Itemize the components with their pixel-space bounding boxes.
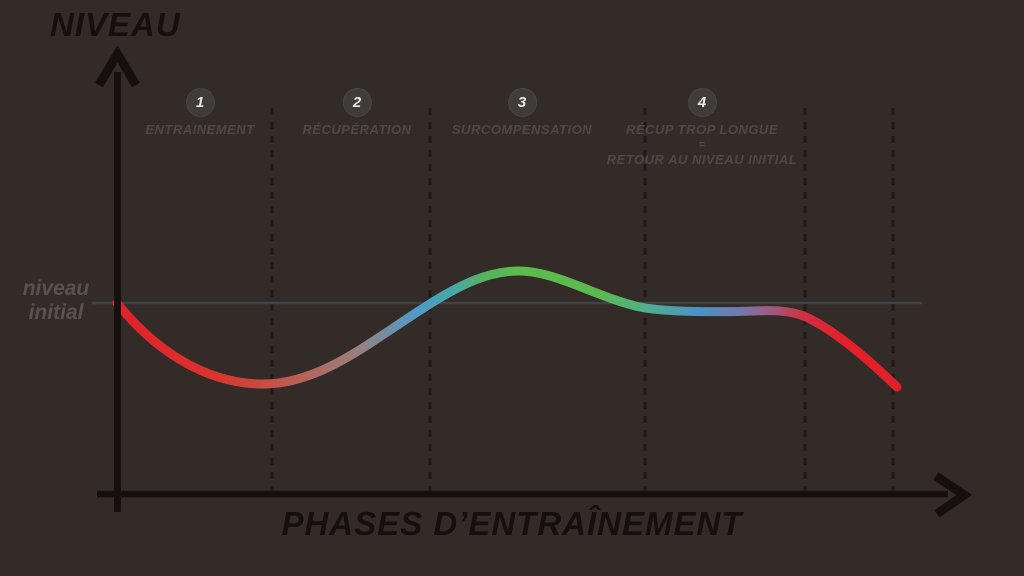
phase-2-header: 2 RÉCUPÉRATION	[237, 88, 477, 137]
initial-level-label-line1: niveau	[22, 277, 90, 300]
x-axis-arrowhead-icon	[933, 472, 972, 518]
phase-3-number-badge: 3	[507, 88, 537, 117]
phase-3-header: 3 SURCOMPENSATION	[402, 88, 642, 137]
initial-level-label-line2: initial	[28, 301, 84, 324]
phase-2-label: RÉCUPÉRATION	[302, 122, 412, 137]
phase-4-label: RÉCUP TROP LONGUE	[626, 122, 778, 137]
phase-3-label: SURCOMPENSATION	[451, 122, 593, 137]
initial-level-label: niveau initial	[8, 277, 104, 325]
y-axis-title: NIVEAU	[50, 6, 181, 43]
phase-1-header: 1 ENTRAINEMENT	[80, 88, 320, 137]
phase-4-number-badge: 4	[687, 88, 717, 117]
performance-curve	[112, 266, 902, 392]
phase-1-number-badge: 1	[185, 88, 215, 117]
phase-4-equals-sign: =	[698, 139, 706, 151]
phase-4-label-line2: RETOUR AU NIVEAU INITIAL	[606, 152, 798, 167]
phase-4-header: 4 RÉCUP TROP LONGUE = RETOUR AU NIVEAU I…	[582, 88, 822, 167]
x-axis-title: PHASES D’ENTRAÎNEMENT	[281, 505, 743, 542]
y-axis-arrowhead-icon	[95, 45, 140, 88]
phase-2-number-badge: 2	[342, 88, 372, 117]
phase-1-label: ENTRAINEMENT	[145, 122, 255, 137]
